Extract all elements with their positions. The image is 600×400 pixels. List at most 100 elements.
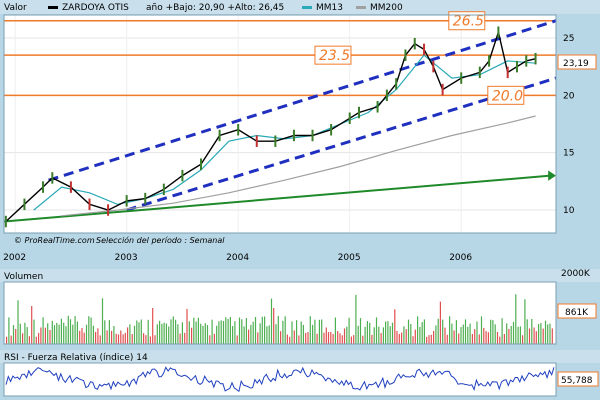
price-y-axis: 10 15 20 25 [563,34,575,216]
volume-bar [56,322,58,344]
volume-bar [191,327,193,344]
volume-bar [348,317,350,344]
price-y-tick-label: 15 [563,149,574,159]
volume-bar [44,327,46,344]
volume-bar [108,320,110,344]
ma200-line [61,115,536,217]
volume-bar [286,334,288,344]
level-label-text: 26.5 [453,14,484,30]
volume-bar [99,335,101,344]
range-text: año +Bajo: 20,90 +Alto: 26,45 [146,3,284,13]
last-price-box [557,54,597,70]
volume-bar [419,327,421,344]
volume-bar [124,332,126,344]
price-x-tick-label: 2003 [115,253,138,263]
volume-bar [275,324,277,344]
volume-bar [120,330,122,344]
volume-bar [175,319,177,344]
volume-bar [542,328,544,344]
volume-bar [140,319,142,344]
volume-bar [508,328,510,344]
volume-bar [216,325,218,344]
volume-bar [426,336,428,344]
channel-line [126,76,557,212]
volume-bar [478,334,480,344]
volume-bar [293,330,295,344]
volume-bar [138,322,140,344]
volume-bar [35,336,37,344]
volume-bar [49,330,51,344]
volume-bar [378,326,380,344]
volume-bar [111,330,113,344]
volume-bar [252,321,254,344]
volume-bar [469,323,471,344]
volume-bar [364,326,366,344]
volume-bar [282,320,284,344]
volume-bar [202,326,204,344]
volume-bar [485,331,487,344]
volume-bar [533,327,535,344]
volume-bar [168,326,170,344]
volume-bar [480,316,483,344]
volume-bar [451,323,453,344]
volume-bar [337,331,339,344]
volume-bar [145,335,147,344]
volume-bar [458,333,460,344]
volume-bar [88,316,90,344]
price-header-bar [0,0,600,14]
volume-bar [494,324,496,344]
volume-bar [17,300,19,344]
volume-bar [47,323,49,344]
volume-bar [321,319,323,344]
price-plot-frame [3,14,557,234]
volume-bar [161,323,163,344]
volume-bar [186,308,188,344]
volume-bar [195,321,197,344]
volume-bar [184,332,186,344]
volume-bar [101,298,104,344]
price-y-tick-label: 20 [563,91,575,101]
volume-bar [318,319,320,344]
volume-bar [81,328,83,344]
volume-bar [398,333,400,344]
volume-bar [544,320,547,344]
volume-bar [67,315,69,344]
volume-bar [181,322,183,344]
volume-max-label: 2000K [561,269,591,279]
price-x-tick-label: 2005 [338,253,361,263]
volume-bar [444,327,446,344]
volume-bar [31,306,33,344]
volume-bar [522,335,524,344]
volume-bar [177,324,179,344]
watermark-period: Selección del período : Semanal [96,235,225,245]
volume-bar [234,321,236,344]
volume-bar [58,324,60,344]
trendline [3,174,551,223]
price-x-tick-label: 2004 [226,253,249,263]
volume-bar [10,335,12,344]
price-x-tick-label: 2002 [3,253,26,263]
volume-bar [394,309,396,344]
volume-bar [291,321,293,344]
volume-bar [380,333,382,344]
volume-bar [528,328,531,344]
volume-bar [467,326,469,344]
ma13-legend-label: MM13 [316,3,343,13]
volume-bar [117,334,120,344]
volume-bar [257,332,259,344]
volume-bar [499,336,501,344]
volume-bar [385,321,387,344]
rsi-series-group [5,366,555,393]
volume-bar [492,320,494,344]
volume-bar [323,332,325,344]
watermark-brand: © ProRealTime.com [14,236,95,245]
volume-bar [531,319,533,344]
volume-bar [97,328,99,344]
volume-bar [213,333,215,344]
volume-bar [129,324,131,344]
volume-bar [220,320,222,344]
volume-bar [433,331,435,344]
volume-bar [69,319,72,344]
volume-bar [540,323,542,344]
volume-bar [341,335,343,344]
